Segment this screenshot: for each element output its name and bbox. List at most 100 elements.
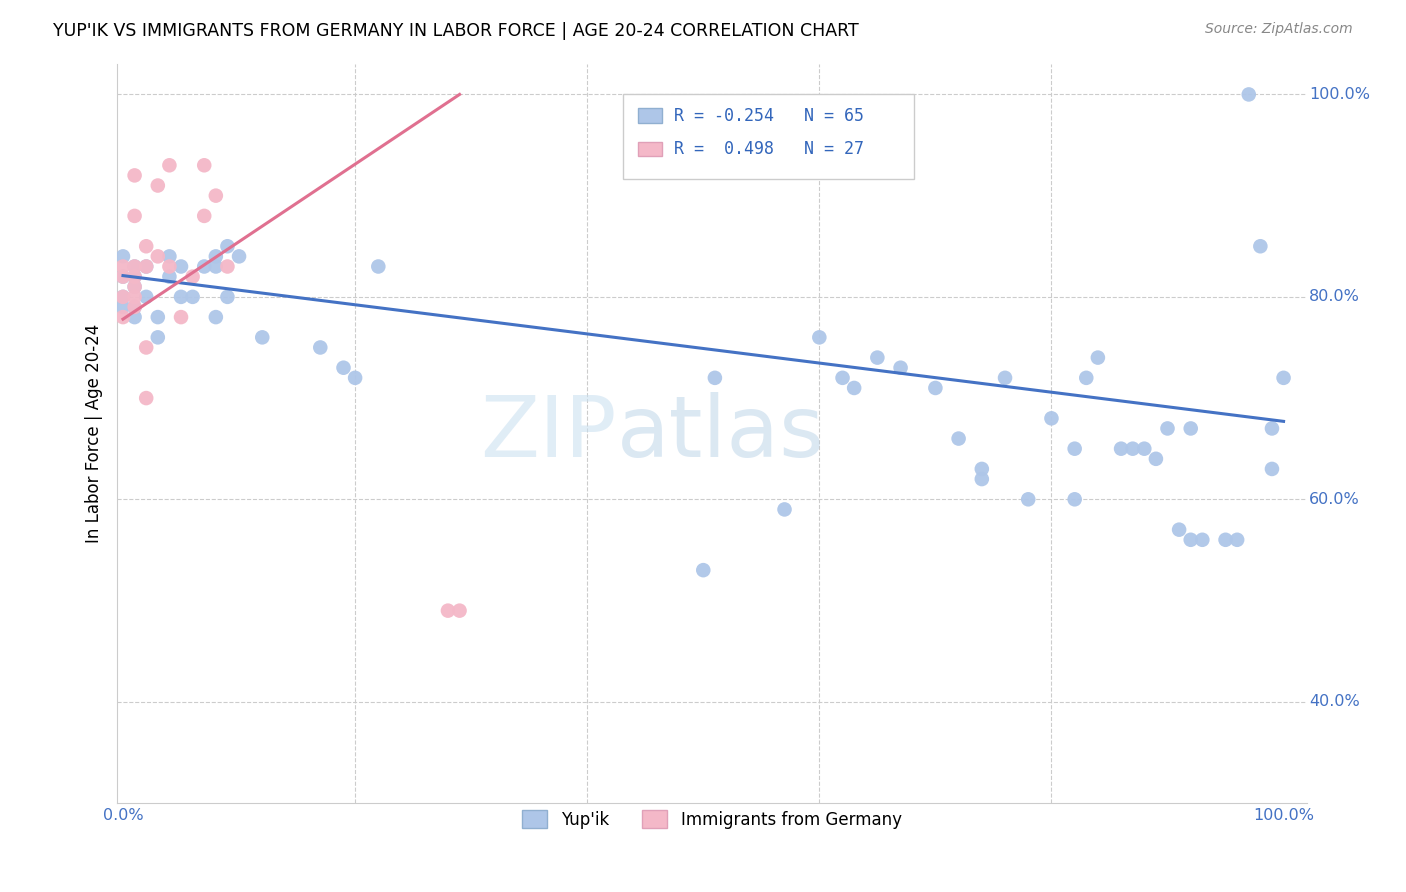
Point [135,290,157,304]
Point [1076,371,1098,385]
Point [135,239,157,253]
Point [1237,87,1260,102]
Y-axis label: In Labor Force | Age 20-24: In Labor Force | Age 20-24 [86,324,103,543]
Point [111,300,134,314]
Point [1040,411,1063,425]
Text: R =  0.498   N = 27: R = 0.498 N = 27 [673,140,863,158]
Point [332,360,354,375]
Point [309,341,332,355]
Point [111,310,134,325]
Point [146,249,169,263]
Point [157,249,180,263]
Point [124,310,146,325]
Point [1133,442,1156,456]
FancyBboxPatch shape [638,109,662,123]
Point [157,269,180,284]
Point [135,260,157,274]
Point [1261,421,1284,435]
Point [181,269,204,284]
Point [367,260,389,274]
Point [1191,533,1213,547]
FancyBboxPatch shape [623,94,914,178]
Point [124,290,146,304]
Point [124,279,146,293]
Point [135,391,157,405]
Point [1063,442,1085,456]
Point [844,381,866,395]
Text: R = -0.254   N = 65: R = -0.254 N = 65 [673,107,863,125]
Point [692,563,714,577]
Text: 60.0%: 60.0% [1309,491,1360,507]
Point [157,260,180,274]
Point [124,260,146,274]
Point [111,249,134,263]
Point [890,360,912,375]
Point [1180,533,1202,547]
Point [437,604,460,618]
Point [217,239,239,253]
Text: 80.0%: 80.0% [1309,289,1360,304]
Point [124,260,146,274]
Point [146,310,169,325]
Point [344,371,367,385]
Point [970,462,993,476]
Point [111,290,134,304]
Point [135,341,157,355]
Point [1087,351,1109,365]
Point [124,300,146,314]
Point [124,169,146,183]
Point [1144,451,1167,466]
Point [703,371,725,385]
Text: ZIP: ZIP [481,392,617,475]
Point [773,502,796,516]
Point [252,330,274,344]
Point [1226,533,1249,547]
Point [157,158,180,172]
Point [228,249,250,263]
Point [193,260,215,274]
Point [181,290,204,304]
Point [970,472,993,486]
Point [146,330,169,344]
Point [994,371,1017,385]
Point [948,432,970,446]
Text: atlas: atlas [617,392,825,475]
Text: 0.0%: 0.0% [103,808,143,823]
Point [217,260,239,274]
Point [124,279,146,293]
Point [111,260,134,274]
Point [111,269,134,284]
FancyBboxPatch shape [638,142,662,156]
Point [124,300,146,314]
Point [1272,371,1295,385]
Point [217,290,239,304]
Point [866,351,889,365]
Point [205,310,228,325]
Point [170,310,193,325]
Point [1249,239,1271,253]
Text: 100.0%: 100.0% [1253,808,1315,823]
Point [205,188,228,202]
Point [449,604,471,618]
Point [111,290,134,304]
Point [193,158,215,172]
Point [124,209,146,223]
Point [146,178,169,193]
Point [1017,492,1039,507]
Point [1261,462,1284,476]
Text: 100.0%: 100.0% [1309,87,1369,102]
Text: 40.0%: 40.0% [1309,694,1360,709]
Point [1215,533,1237,547]
Point [205,260,228,274]
Point [111,269,134,284]
Point [1109,442,1132,456]
Point [1156,421,1178,435]
Text: Source: ZipAtlas.com: Source: ZipAtlas.com [1205,22,1353,37]
Point [124,269,146,284]
Point [831,371,853,385]
Point [135,260,157,274]
Point [124,269,146,284]
Point [205,249,228,263]
Point [1122,442,1144,456]
Point [1180,421,1202,435]
